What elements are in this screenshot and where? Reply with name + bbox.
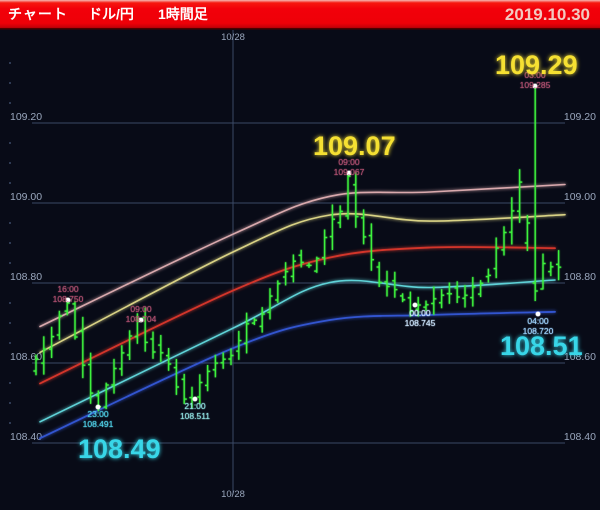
svg-text:109.20: 109.20 (10, 111, 42, 123)
svg-text:ドル/円: ドル/円 (88, 6, 134, 22)
svg-text:108.704: 108.704 (126, 314, 157, 324)
svg-text:109.00: 109.00 (564, 191, 596, 203)
svg-text:10/28: 10/28 (221, 489, 245, 500)
svg-text:109.285: 109.285 (520, 80, 551, 90)
svg-text:108.40: 108.40 (10, 431, 42, 443)
svg-text:109.067: 109.067 (334, 167, 365, 177)
svg-text:108.491: 108.491 (83, 419, 114, 429)
svg-text:109.29: 109.29 (495, 50, 578, 80)
svg-text:108.60: 108.60 (10, 351, 42, 363)
svg-text:108.80: 108.80 (564, 271, 596, 283)
svg-text:108.80: 108.80 (10, 271, 42, 283)
svg-text:108.745: 108.745 (405, 318, 436, 328)
svg-text:108.511: 108.511 (180, 411, 210, 421)
svg-text:21:00: 21:00 (184, 401, 206, 411)
svg-text:109.00: 109.00 (10, 191, 42, 203)
svg-text:09:00: 09:00 (130, 304, 152, 314)
svg-text:109.20: 109.20 (564, 111, 596, 123)
svg-text:04:00: 04:00 (527, 316, 549, 326)
svg-text:108.51: 108.51 (500, 331, 583, 361)
svg-text:1時間足: 1時間足 (158, 6, 209, 22)
svg-text:00:00: 00:00 (409, 308, 431, 318)
svg-text:チャート: チャート (8, 6, 68, 22)
svg-text:109.07: 109.07 (313, 131, 396, 161)
svg-text:108.49: 108.49 (78, 434, 161, 464)
svg-text:2019.10.30: 2019.10.30 (505, 5, 590, 24)
svg-text:10/28: 10/28 (221, 32, 245, 43)
svg-text:16:00: 16:00 (57, 284, 79, 294)
svg-text:23:00: 23:00 (87, 409, 109, 419)
svg-text:108.40: 108.40 (564, 431, 596, 443)
svg-text:108.750: 108.750 (53, 294, 84, 304)
